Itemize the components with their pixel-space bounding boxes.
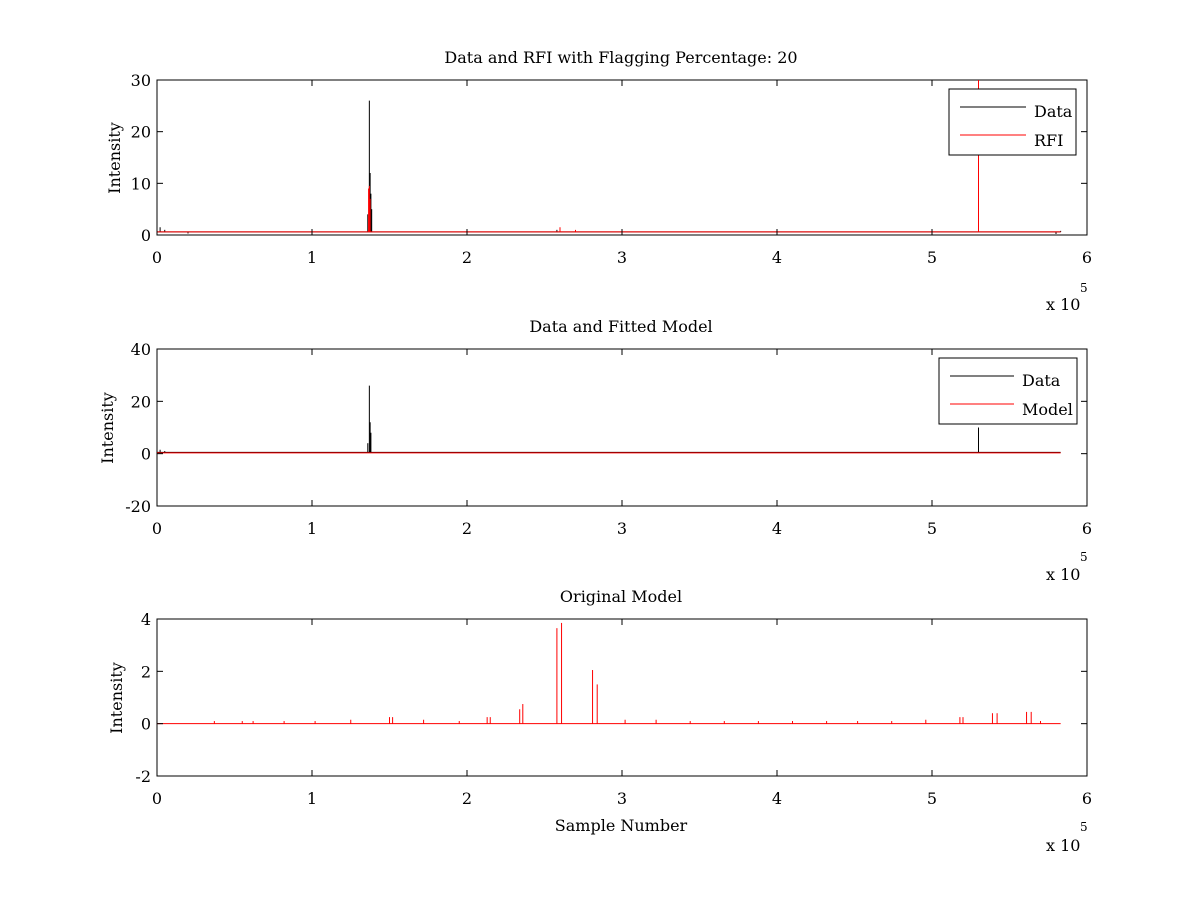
y-tick-label: 0 (141, 715, 151, 734)
x-exponent-base: x 10 (1046, 565, 1080, 584)
y-tick-label: 20 (131, 123, 151, 142)
x-tick-label: 0 (152, 519, 162, 538)
y-tick-label: 4 (141, 610, 151, 629)
x-tick-label: 3 (617, 519, 627, 538)
plot-frame (156, 79, 1088, 236)
legend: Data Model (938, 357, 1078, 425)
y-tick-label: 40 (131, 340, 151, 359)
y-axis-label: Intensity (98, 392, 117, 464)
x-tick-label: 3 (617, 789, 627, 808)
x-exponent-power: 5 (1080, 550, 1088, 564)
x-exponent-power: 5 (1080, 281, 1088, 295)
panel-title: Data and RFI with Flagging Percentage: 2… (444, 48, 797, 67)
x-exponent-label: x 10 5 (1046, 550, 1088, 584)
legend-box (948, 88, 1077, 156)
x-exponent-base: x 10 (1046, 295, 1080, 314)
y-tick-label: -2 (135, 767, 151, 786)
panel-fitted-model: Data and Fitted Model Intensity x 10 5 0… (98, 317, 1092, 584)
panel-title: Original Model (560, 587, 682, 606)
x-axis-label: Sample Number (555, 816, 688, 835)
x-exponent-base: x 10 (1046, 836, 1080, 855)
x-tick-label: 1 (307, 519, 317, 538)
series-data (157, 100, 1062, 234)
y-tick-label: 10 (131, 174, 151, 193)
x-tick-label: 4 (772, 519, 782, 538)
legend: Data RFI (948, 88, 1077, 156)
panel-title: Data and Fitted Model (529, 317, 712, 336)
series-model (157, 622, 1061, 725)
legend-label-rfi: RFI (1034, 131, 1063, 150)
plot-marks (157, 80, 1062, 234)
legend-label-model: Model (1022, 400, 1073, 419)
plot-frame (156, 618, 1088, 777)
y-tick-label: -20 (125, 497, 151, 516)
axis-ticks: 0 1 2 3 4 5 6 0 10 20 30 (131, 71, 1092, 267)
x-tick-label: 3 (617, 248, 627, 267)
x-tick-label: 0 (152, 248, 162, 267)
plot-marks (157, 622, 1061, 725)
x-tick-label: 6 (1082, 519, 1092, 538)
x-tick-label: 6 (1082, 789, 1092, 808)
panel-rfi: Data and RFI with Flagging Percentage: 2… (105, 48, 1092, 314)
x-tick-label: 2 (462, 248, 472, 267)
x-tick-label: 0 (152, 789, 162, 808)
x-tick-label: 1 (307, 789, 317, 808)
y-tick-label: 2 (141, 662, 151, 681)
panel-original-model: Original Model Intensity Sample Number x… (107, 587, 1092, 855)
x-tick-label: 5 (927, 789, 937, 808)
x-tick-label: 2 (462, 519, 472, 538)
y-axis-label: Intensity (105, 122, 124, 194)
x-exponent-label: x 10 5 (1046, 281, 1088, 314)
legend-label-data: Data (1022, 371, 1061, 390)
x-exponent-label: x 10 5 (1046, 820, 1088, 855)
series-rfi (157, 80, 1061, 233)
legend-label-data: Data (1034, 102, 1073, 121)
y-tick-label: 0 (141, 226, 151, 245)
y-axis-label: Intensity (107, 662, 126, 734)
x-tick-label: 6 (1082, 248, 1092, 267)
legend-box (938, 357, 1078, 425)
y-tick-label: 20 (131, 392, 151, 411)
series-data (157, 385, 1061, 453)
x-tick-label: 4 (772, 789, 782, 808)
x-tick-label: 1 (307, 248, 317, 267)
x-tick-label: 5 (927, 519, 937, 538)
y-tick-label: 30 (131, 71, 151, 90)
x-tick-label: 4 (772, 248, 782, 267)
x-exponent-power: 5 (1080, 820, 1088, 834)
x-tick-label: 2 (462, 789, 472, 808)
x-tick-label: 5 (927, 248, 937, 267)
y-tick-label: 0 (141, 445, 151, 464)
plot-marks (157, 385, 1061, 454)
